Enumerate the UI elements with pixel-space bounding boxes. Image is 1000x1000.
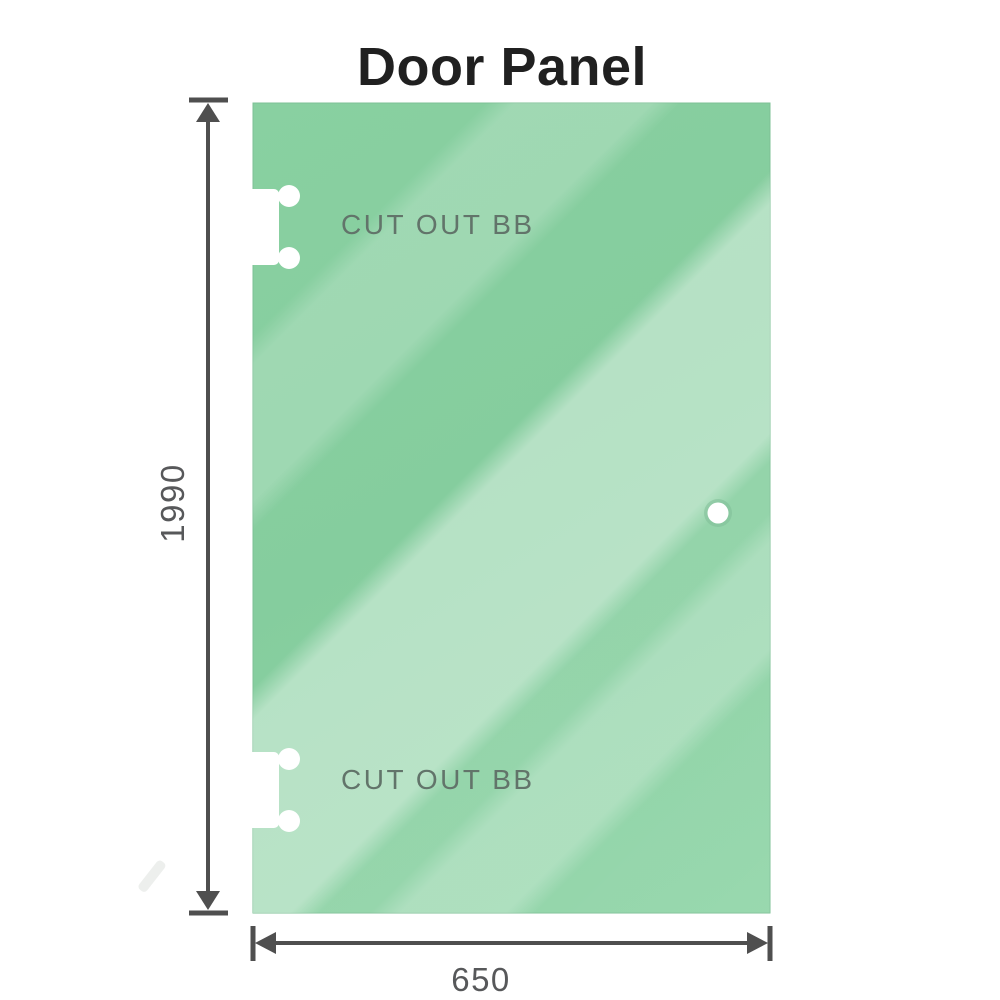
glass-panel: [252, 102, 771, 914]
cutout-label-top: CUT OUT BB: [341, 209, 535, 240]
glass-reflection: [253, 103, 770, 913]
arrow-up-icon: [196, 103, 220, 122]
hinge-cutout-bottom-lobe-lower: [278, 810, 300, 832]
hinge-cutout-bottom: [245, 748, 300, 832]
handle-hole: [704, 499, 732, 527]
width-dimension-label: 650: [451, 961, 511, 998]
hinge-cutout-top-lobe-lower: [278, 247, 300, 269]
cutout-label-bottom: CUT OUT BB: [341, 764, 535, 795]
hinge-cutout-top-slot: [245, 189, 279, 265]
hinge-cutout-bottom-lobe-upper: [278, 748, 300, 770]
hinge-cutout-top: [245, 185, 300, 269]
arrow-down-icon: [196, 891, 220, 910]
arrow-left-icon: [255, 932, 276, 954]
smudge-artifact: [138, 860, 166, 892]
width-dimension-line: [250, 926, 773, 961]
page-title: Door Panel: [357, 37, 647, 97]
height-dimension-line: [189, 97, 228, 916]
hinge-cutout-top-lobe-upper: [278, 185, 300, 207]
handle-hole-center: [707, 502, 729, 524]
height-dimension-label: 1990: [154, 463, 191, 542]
arrow-right-icon: [747, 932, 768, 954]
hinge-cutout-bottom-slot: [245, 752, 279, 828]
